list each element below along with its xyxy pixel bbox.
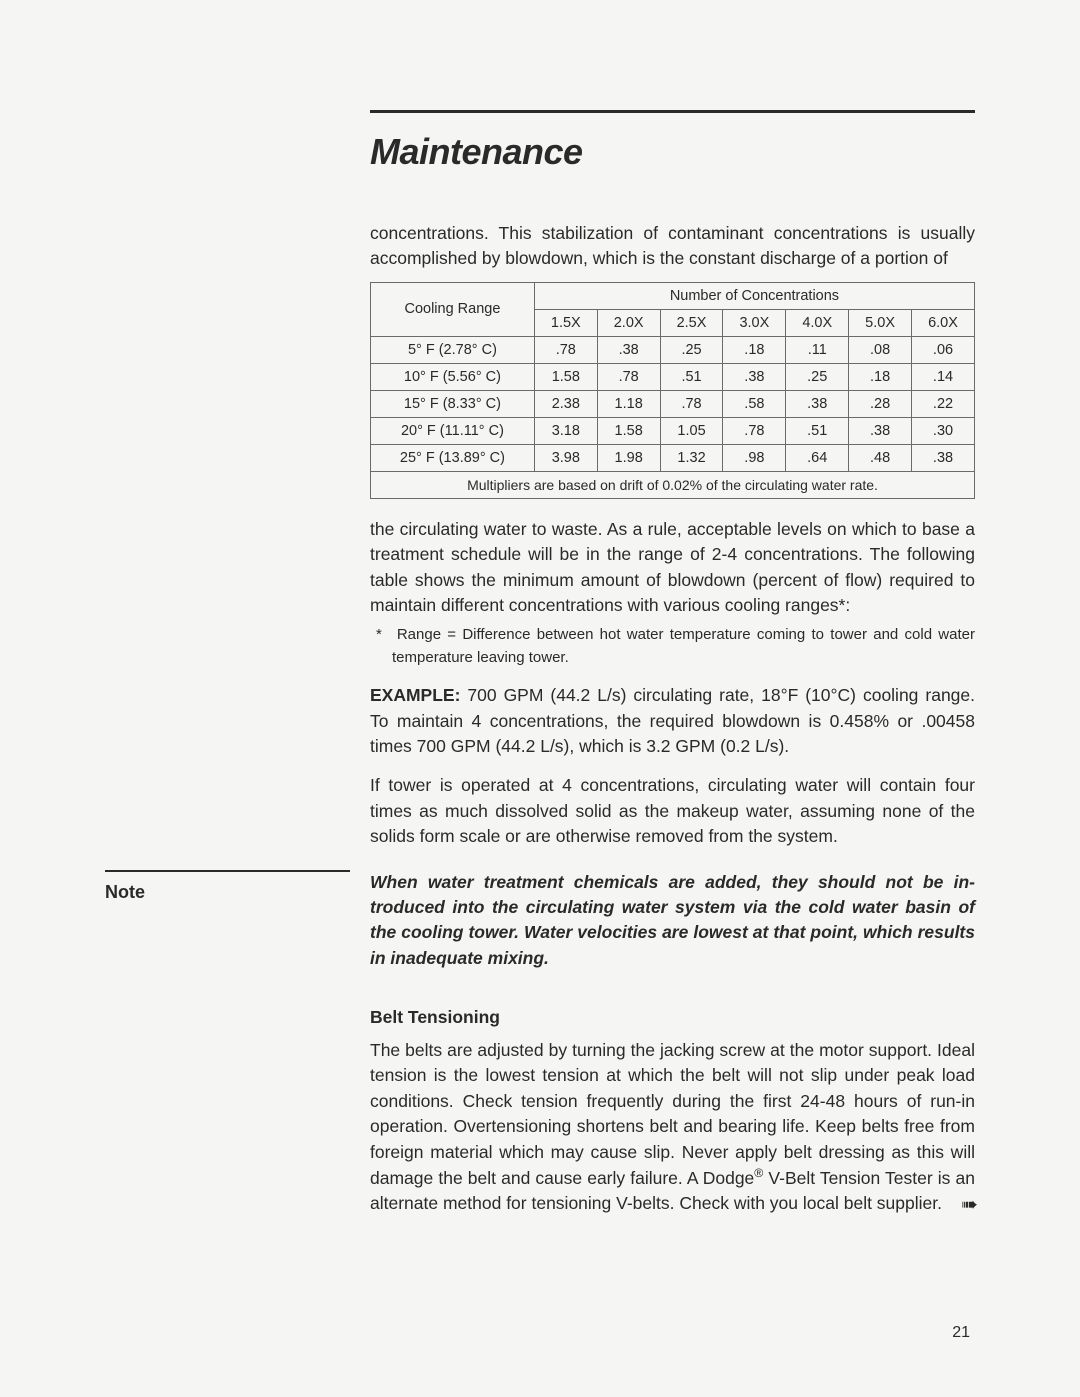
col-header: 2.5X bbox=[660, 309, 723, 336]
cell: .18 bbox=[849, 363, 912, 390]
note-rule bbox=[105, 870, 350, 872]
section-title: Maintenance bbox=[370, 131, 975, 173]
table-footer: Multipliers are based on drift of 0.02% … bbox=[371, 471, 975, 498]
row-label: 25° F (13.89° C) bbox=[371, 444, 535, 471]
cell: 3.18 bbox=[534, 417, 597, 444]
cell: .78 bbox=[534, 336, 597, 363]
cell: .78 bbox=[660, 390, 723, 417]
cell: 1.58 bbox=[597, 417, 660, 444]
cell: 1.98 bbox=[597, 444, 660, 471]
cell: .48 bbox=[849, 444, 912, 471]
cell: .08 bbox=[849, 336, 912, 363]
example-label: EXAMPLE: bbox=[370, 685, 460, 705]
cell: .38 bbox=[849, 417, 912, 444]
row-label: 5° F (2.78° C) bbox=[371, 336, 535, 363]
cell: .38 bbox=[597, 336, 660, 363]
table-row: 15° F (8.33° C) 2.38 1.18 .78 .58 .38 .2… bbox=[371, 390, 975, 417]
row-label: 20° F (11.11° C) bbox=[371, 417, 535, 444]
table-row: 25° F (13.89° C) 3.98 1.98 1.32 .98 .64 … bbox=[371, 444, 975, 471]
cell: .22 bbox=[912, 390, 975, 417]
belt-text-a: The belts are adjusted by turning the ja… bbox=[370, 1040, 975, 1188]
row-label: 15° F (8.33° C) bbox=[371, 390, 535, 417]
belt-paragraph: The belts are adjusted by turning the ja… bbox=[370, 1038, 975, 1216]
col-header: 3.0X bbox=[723, 309, 786, 336]
table-footer-row: Multipliers are based on drift of 0.02% … bbox=[371, 471, 975, 498]
cell: .11 bbox=[786, 336, 849, 363]
example-body: 700 GPM (44.2 L/s) circulating rate, 18°… bbox=[370, 685, 975, 756]
table-row: 5° F (2.78° C) .78 .38 .25 .18 .11 .08 .… bbox=[371, 336, 975, 363]
col-header: 6.0X bbox=[912, 309, 975, 336]
four-concentrations-paragraph: If tower is operated at 4 concentrations… bbox=[370, 773, 975, 849]
cell: .64 bbox=[786, 444, 849, 471]
section-rule bbox=[370, 110, 975, 113]
cell: 1.05 bbox=[660, 417, 723, 444]
col-header: 2.0X bbox=[597, 309, 660, 336]
cell: .28 bbox=[849, 390, 912, 417]
registered-mark: ® bbox=[754, 1166, 763, 1180]
cell: 1.18 bbox=[597, 390, 660, 417]
table-row: 20° F (11.11° C) 3.18 1.58 1.05 .78 .51 … bbox=[371, 417, 975, 444]
cell: .25 bbox=[786, 363, 849, 390]
cell: .38 bbox=[723, 363, 786, 390]
cell: .38 bbox=[912, 444, 975, 471]
table-row: 10° F (5.56° C) 1.58 .78 .51 .38 .25 .18… bbox=[371, 363, 975, 390]
cell: 1.58 bbox=[534, 363, 597, 390]
note-block: Note When water treatment chemicals are … bbox=[105, 870, 975, 1217]
row-header-label: Cooling Range bbox=[371, 282, 535, 336]
cell: .58 bbox=[723, 390, 786, 417]
intro-paragraph: concentrations. This stabilization of co… bbox=[370, 221, 975, 272]
cell: .06 bbox=[912, 336, 975, 363]
cell: 1.32 bbox=[660, 444, 723, 471]
cell: .30 bbox=[912, 417, 975, 444]
continue-arrow-icon: ➠ bbox=[961, 1191, 975, 1220]
col-header: 5.0X bbox=[849, 309, 912, 336]
col-group-header: Number of Concentrations bbox=[534, 282, 974, 309]
col-header: 1.5X bbox=[534, 309, 597, 336]
cell: .78 bbox=[723, 417, 786, 444]
cell: .51 bbox=[786, 417, 849, 444]
note-body: When water treatment chemicals are added… bbox=[370, 870, 975, 972]
range-footnote: * Range = Difference between hot water t… bbox=[370, 624, 975, 669]
cell: .25 bbox=[660, 336, 723, 363]
cell: .38 bbox=[786, 390, 849, 417]
page-number: 21 bbox=[952, 1324, 970, 1342]
cell: .98 bbox=[723, 444, 786, 471]
cell: .18 bbox=[723, 336, 786, 363]
note-label: Note bbox=[105, 882, 350, 903]
cell: .78 bbox=[597, 363, 660, 390]
cell: .51 bbox=[660, 363, 723, 390]
cell: 2.38 bbox=[534, 390, 597, 417]
col-header: 4.0X bbox=[786, 309, 849, 336]
cell: .14 bbox=[912, 363, 975, 390]
concentrations-table: Cooling Range Number of Concentrations 1… bbox=[370, 282, 975, 499]
cell: 3.98 bbox=[534, 444, 597, 471]
belt-tensioning-heading: Belt Tensioning bbox=[370, 1007, 975, 1028]
para-after-table: the circulating water to waste. As a rul… bbox=[370, 517, 975, 619]
example-paragraph: EXAMPLE: 700 GPM (44.2 L/s) circulating … bbox=[370, 683, 975, 759]
row-label: 10° F (5.56° C) bbox=[371, 363, 535, 390]
